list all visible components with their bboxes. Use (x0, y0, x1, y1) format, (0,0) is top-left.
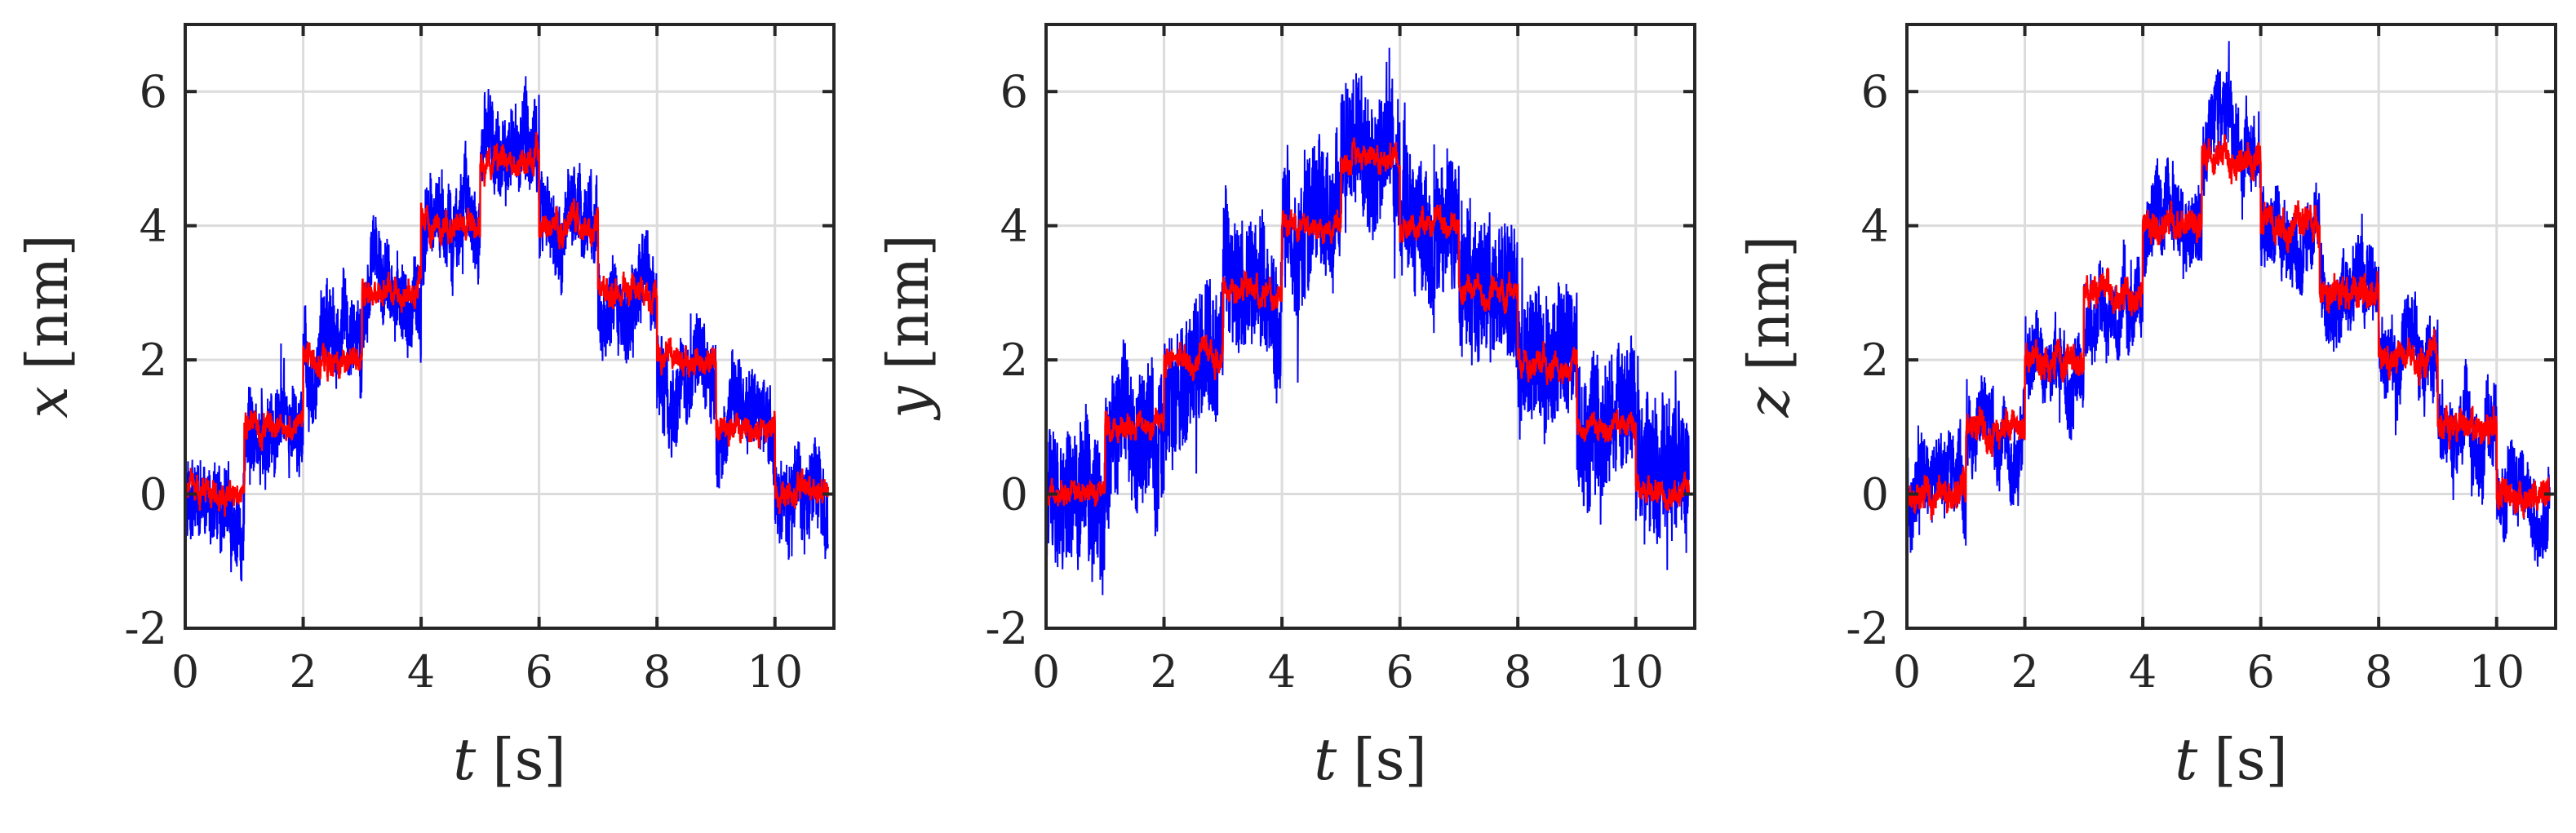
x-tick-label: 2 (1150, 646, 1177, 698)
x-axis-label: t [s] (2175, 726, 2288, 793)
y-tick-label: 2 (140, 335, 167, 386)
x-tick-label: 2 (2011, 646, 2038, 698)
y-tick-label: 0 (1861, 469, 1889, 521)
plot-lines (1907, 41, 2552, 567)
series-filtered (185, 131, 830, 517)
x-axis-label: t [s] (1314, 726, 1427, 793)
plot-lines (1046, 47, 1691, 596)
series-raw (1907, 41, 2551, 567)
x-tick-label: 8 (2365, 646, 2392, 698)
y-axis-variable: y (875, 385, 942, 421)
x-axis-unit: [s] (492, 726, 566, 793)
y-axis-variable: x (14, 386, 81, 418)
x-axis-label: t [s] (453, 726, 566, 793)
y-tick-label: 2 (1861, 335, 1889, 386)
y-axis-unit: [nm] (1736, 236, 1802, 371)
y-tick-label: 4 (140, 201, 167, 252)
axes-frame (184, 23, 836, 630)
x-axis-variable: t (2175, 726, 2198, 793)
y-axis-unit: [nm] (14, 234, 81, 370)
tick-marks (1044, 24, 1695, 630)
x-tick-label: 6 (1386, 646, 1413, 698)
tick-marks (1905, 24, 2556, 630)
x-tick-label: 4 (2129, 646, 2157, 698)
series-filtered (1046, 137, 1691, 512)
y-axis-label: y [nm] (875, 234, 942, 421)
x-tick-label: 4 (1268, 646, 1296, 698)
series-filtered (1907, 134, 2552, 521)
x-tick-label: 6 (2246, 646, 2274, 698)
y-axis-variable: z (1736, 386, 1802, 418)
tick-marks (184, 24, 834, 630)
y-axis-label: z [nm] (1736, 236, 1802, 419)
x-tick-label: 0 (1032, 646, 1060, 698)
y-tick-label: -2 (1846, 603, 1889, 654)
y-tick-label: -2 (124, 603, 167, 654)
x-axis-variable: t (1314, 726, 1337, 793)
y-axis-label: x [nm] (14, 234, 81, 419)
y-tick-label: -2 (985, 603, 1028, 654)
x-tick-label: 8 (643, 646, 671, 698)
x-tick-label: 0 (1893, 646, 1921, 698)
y-tick-label: 6 (1000, 66, 1028, 117)
x-tick-label: 6 (525, 646, 552, 698)
plot-lines (185, 76, 830, 582)
axes-frame (1905, 23, 2557, 630)
y-tick-label: 4 (1861, 201, 1889, 252)
y-axis-unit: [nm] (875, 234, 942, 370)
series-raw (1046, 47, 1690, 596)
x-axis-variable: t (453, 726, 477, 793)
x-tick-label: 10 (747, 646, 803, 698)
x-tick-label: 8 (1504, 646, 1532, 698)
x-tick-label: 10 (1607, 646, 1664, 698)
x-tick-label: 10 (2468, 646, 2525, 698)
y-tick-label: 6 (1861, 66, 1889, 117)
x-axis-unit: [s] (2214, 726, 2288, 793)
y-tick-label: 0 (1000, 469, 1028, 521)
x-tick-label: 0 (171, 646, 199, 698)
x-tick-label: 4 (407, 646, 435, 698)
axes-frame (1044, 23, 1696, 630)
y-tick-label: 6 (140, 66, 167, 117)
y-tick-label: 4 (1000, 201, 1028, 252)
y-tick-label: 2 (1000, 335, 1028, 386)
y-tick-label: 0 (140, 469, 167, 521)
x-axis-unit: [s] (1353, 726, 1427, 793)
x-tick-label: 2 (289, 646, 317, 698)
